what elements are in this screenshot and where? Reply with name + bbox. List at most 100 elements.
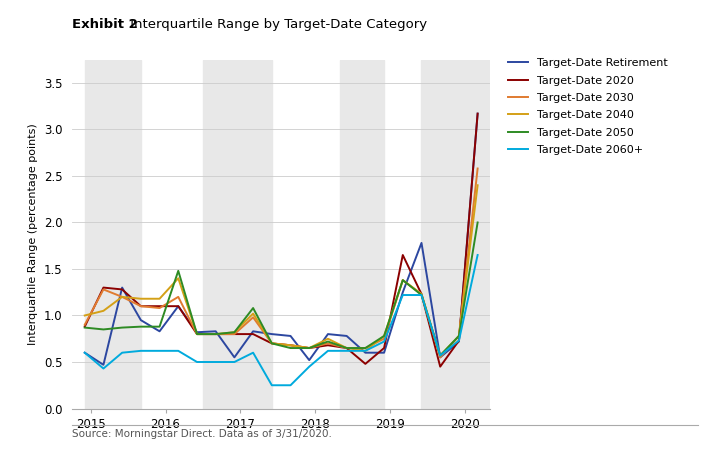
Target-Date 2030 (137, 303, 145, 309)
Target-Date 2050 (230, 330, 239, 335)
Target-Date 2030 (398, 277, 407, 283)
Target-Date 2020 (323, 342, 332, 348)
Target-Date 2060+ (454, 338, 463, 343)
Target-Date 2020 (287, 342, 295, 348)
Target-Date 2020 (436, 364, 444, 369)
Target-Date 2040 (323, 336, 332, 341)
Target-Date 2030 (99, 287, 108, 292)
Target-Date Retirement (193, 330, 202, 335)
Target-Date 2030 (473, 166, 482, 171)
Target-Date 2050 (473, 220, 482, 225)
Line: Target-Date 2040: Target-Date 2040 (85, 185, 477, 355)
Target-Date 2050 (174, 268, 183, 274)
Target-Date 2030 (287, 342, 295, 348)
Target-Date Retirement (99, 362, 108, 368)
Target-Date 2020 (230, 331, 239, 337)
Target-Date Retirement (473, 111, 482, 117)
Text: Source: Morningstar Direct. Data as of 3/31/2020.: Source: Morningstar Direct. Data as of 3… (72, 429, 332, 439)
Target-Date Retirement (156, 329, 164, 334)
Target-Date 2060+ (342, 348, 351, 353)
Bar (340, 60, 384, 409)
Target-Date 2060+ (118, 350, 127, 355)
Target-Date 2040 (81, 313, 89, 318)
Bar (85, 60, 141, 409)
Target-Date Retirement (81, 350, 89, 355)
Target-Date Retirement (118, 285, 127, 291)
Line: Target-Date Retirement: Target-Date Retirement (85, 114, 477, 365)
Target-Date 2040 (454, 333, 463, 339)
Target-Date 2020 (249, 331, 258, 337)
Target-Date Retirement (436, 355, 444, 360)
Bar (203, 60, 272, 409)
Target-Date 2060+ (174, 348, 183, 353)
Target-Date 2020 (137, 303, 145, 309)
Target-Date 2020 (212, 331, 220, 337)
Text: Interquartile Range by Target-Date Category: Interquartile Range by Target-Date Categ… (126, 18, 427, 31)
Target-Date 2020 (454, 338, 463, 343)
Target-Date 2030 (454, 333, 463, 339)
Target-Date 2030 (342, 345, 351, 351)
Target-Date 2040 (118, 294, 127, 300)
Target-Date Retirement (454, 339, 463, 344)
Target-Date 2020 (342, 345, 351, 351)
Line: Target-Date 2030: Target-Date 2030 (85, 168, 477, 358)
Target-Date 2050 (99, 327, 108, 332)
Target-Date 2050 (305, 345, 313, 351)
Target-Date Retirement (342, 333, 351, 339)
Target-Date 2040 (249, 311, 258, 316)
Target-Date 2030 (249, 314, 258, 320)
Target-Date Retirement (212, 329, 220, 334)
Target-Date 2040 (436, 353, 444, 358)
Line: Target-Date 2020: Target-Date 2020 (85, 114, 477, 367)
Target-Date 2050 (156, 324, 164, 330)
Target-Date Retirement (268, 331, 276, 337)
Target-Date Retirement (137, 317, 145, 323)
Y-axis label: Interquartile Range (percentage points): Interquartile Range (percentage points) (28, 123, 38, 345)
Target-Date 2060+ (305, 364, 313, 369)
Target-Date 2020 (305, 345, 313, 351)
Target-Date 2040 (156, 296, 164, 302)
Target-Date 2030 (323, 341, 332, 346)
Target-Date 2060+ (323, 348, 332, 353)
Legend: Target-Date Retirement, Target-Date 2020, Target-Date 2030, Target-Date 2040, Ta: Target-Date Retirement, Target-Date 2020… (508, 58, 667, 155)
Target-Date Retirement (398, 290, 407, 295)
Target-Date 2030 (174, 294, 183, 300)
Target-Date 2060+ (212, 359, 220, 365)
Target-Date 2060+ (156, 348, 164, 353)
Target-Date 2030 (193, 331, 202, 337)
Target-Date 2020 (156, 303, 164, 309)
Target-Date 2050 (137, 324, 145, 330)
Target-Date 2050 (323, 339, 332, 344)
Target-Date 2050 (417, 292, 426, 298)
Target-Date 2050 (193, 331, 202, 337)
Target-Date 2040 (398, 277, 407, 283)
Target-Date 2030 (436, 355, 444, 360)
Target-Date 2040 (174, 275, 183, 281)
Target-Date 2020 (118, 287, 127, 292)
Target-Date 2030 (212, 331, 220, 337)
Target-Date Retirement (417, 240, 426, 246)
Target-Date 2020 (193, 331, 202, 337)
Target-Date 2060+ (417, 292, 426, 298)
Target-Date 2050 (287, 345, 295, 351)
Target-Date Retirement (287, 333, 295, 339)
Target-Date 2030 (156, 305, 164, 311)
Target-Date 2060+ (268, 382, 276, 388)
Target-Date 2030 (305, 345, 313, 351)
Target-Date 2050 (249, 305, 258, 311)
Target-Date 2040 (361, 348, 369, 353)
Target-Date 2060+ (137, 348, 145, 353)
Target-Date 2040 (268, 341, 276, 346)
Target-Date 2040 (99, 308, 108, 313)
Target-Date 2030 (268, 341, 276, 346)
Line: Target-Date 2050: Target-Date 2050 (85, 223, 477, 355)
Target-Date 2060+ (379, 339, 388, 344)
Target-Date 2020 (99, 285, 108, 291)
Target-Date Retirement (174, 303, 183, 309)
Target-Date 2020 (174, 303, 183, 309)
Target-Date 2040 (305, 345, 313, 351)
Target-Date 2050 (379, 333, 388, 339)
Target-Date 2020 (379, 345, 388, 351)
Target-Date 2060+ (81, 350, 89, 355)
Target-Date Retirement (249, 329, 258, 334)
